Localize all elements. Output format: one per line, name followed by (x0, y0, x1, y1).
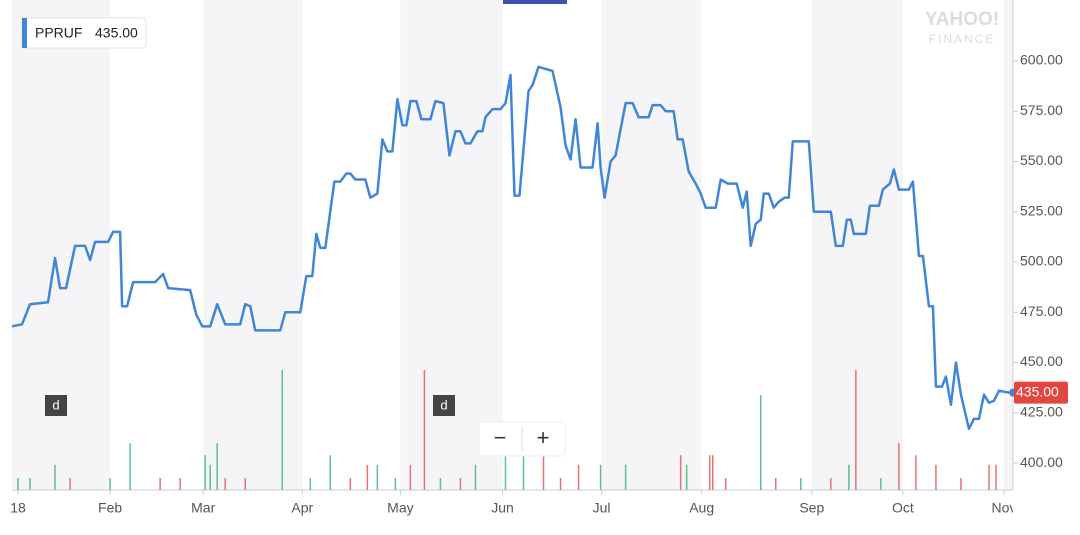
month-band (601, 0, 702, 490)
volume-bar (759, 395, 762, 490)
volume-bar (216, 443, 218, 490)
watermark: YAHOO! (925, 9, 999, 30)
legend-swatch (22, 18, 27, 48)
volume-bar (711, 455, 714, 490)
legend-price: 435.00 (95, 25, 138, 41)
volume-bar (54, 464, 56, 490)
volume-bar (504, 455, 507, 490)
watermark: FINANCE (929, 32, 996, 46)
y-tick-label: 425.00 (1020, 403, 1063, 419)
x-tick-label: Apr (291, 500, 313, 516)
volume-bar (376, 464, 379, 490)
volume-bar (800, 478, 802, 490)
volume-bar (624, 464, 627, 490)
volume-bar (775, 478, 777, 490)
volume-bar (988, 464, 990, 490)
volume-bar (848, 464, 850, 490)
volume-bar (209, 464, 211, 490)
volume-bar (679, 455, 682, 490)
x-tick-label: Oct (892, 500, 914, 516)
y-tick-label: 575.00 (1020, 102, 1063, 118)
volume-bar (474, 464, 477, 490)
volume-bar (522, 430, 525, 490)
volume-bar (129, 443, 131, 490)
volume-bar (349, 478, 352, 490)
volume-bar (935, 464, 937, 490)
event-marker[interactable] (45, 395, 67, 416)
y-tick-label: 450.00 (1020, 353, 1063, 369)
volume-bar (995, 464, 997, 490)
volume-bar (29, 478, 31, 490)
price-line (11, 65, 1013, 431)
volume-bar (244, 478, 246, 490)
volume-bar (366, 464, 369, 490)
x-tick-label: 18 (10, 500, 26, 516)
volume-bar (708, 455, 711, 490)
x-tick-label: Jul (593, 500, 611, 516)
volume-bar (960, 478, 962, 490)
x-tick-label: Sep (799, 500, 824, 516)
volume-bar (685, 464, 688, 490)
x-tick-label: Mar (191, 500, 215, 516)
zoom-out-button[interactable]: − (494, 425, 507, 450)
event-marker[interactable] (433, 395, 455, 416)
volume-bar (329, 455, 332, 490)
zoom-in-button[interactable]: + (537, 425, 550, 450)
volume-bar (224, 478, 226, 490)
y-tick-label: 475.00 (1020, 303, 1063, 319)
y-tick-label: 550.00 (1020, 152, 1063, 168)
volume-bar (880, 478, 882, 490)
x-tick-label: Nov (992, 500, 1017, 516)
volume-bar (830, 478, 832, 490)
volume-bar (459, 478, 462, 490)
volume-bar (309, 478, 312, 490)
volume-bar (179, 478, 181, 490)
y-tick-label: 500.00 (1020, 253, 1063, 269)
volume-bar (394, 478, 397, 490)
volume-bar (915, 455, 917, 490)
legend: PPRUF 435.00 (21, 17, 147, 49)
tab-indicator (503, 0, 567, 4)
volume-bar (281, 370, 284, 490)
volume-bar (423, 370, 426, 490)
volume-bar (855, 370, 857, 490)
volume-bar (204, 455, 206, 490)
month-band (203, 0, 303, 490)
volume-bar (599, 464, 602, 490)
volume-bar (17, 478, 19, 490)
volume-bar (577, 464, 580, 490)
x-tick-label: Feb (98, 500, 122, 516)
month-band (1003, 0, 1013, 490)
event-marker-label: d (440, 397, 447, 412)
volume-bar (159, 478, 161, 490)
x-tick-label: Aug (689, 500, 714, 516)
volume-bar (109, 478, 111, 490)
volume-bar (898, 443, 900, 490)
volume-bar (724, 478, 727, 490)
legend-symbol: PPRUF (35, 25, 82, 41)
event-marker-label: d (52, 397, 59, 412)
volume-bar (439, 478, 442, 490)
x-ticks: 18 Feb Mar Apr May Jun Jul Aug Sep Oct Nov (10, 500, 1017, 516)
y-tick-label: 400.00 (1020, 454, 1063, 470)
volume-bar (69, 478, 71, 490)
volume-bar (409, 464, 412, 490)
y-tick-label: 600.00 (1020, 52, 1063, 68)
last-price-label: 435.00 (1016, 383, 1059, 399)
x-tick-label: May (387, 500, 413, 516)
y-tick-label: 525.00 (1020, 202, 1063, 218)
month-band (400, 0, 503, 490)
month-band (811, 0, 903, 490)
volume-bar (542, 444, 545, 490)
zoom-control: − + (478, 421, 566, 457)
x-tick-label: Jun (491, 500, 514, 516)
last-price-box (1014, 381, 1068, 404)
volume-bar (559, 478, 562, 490)
